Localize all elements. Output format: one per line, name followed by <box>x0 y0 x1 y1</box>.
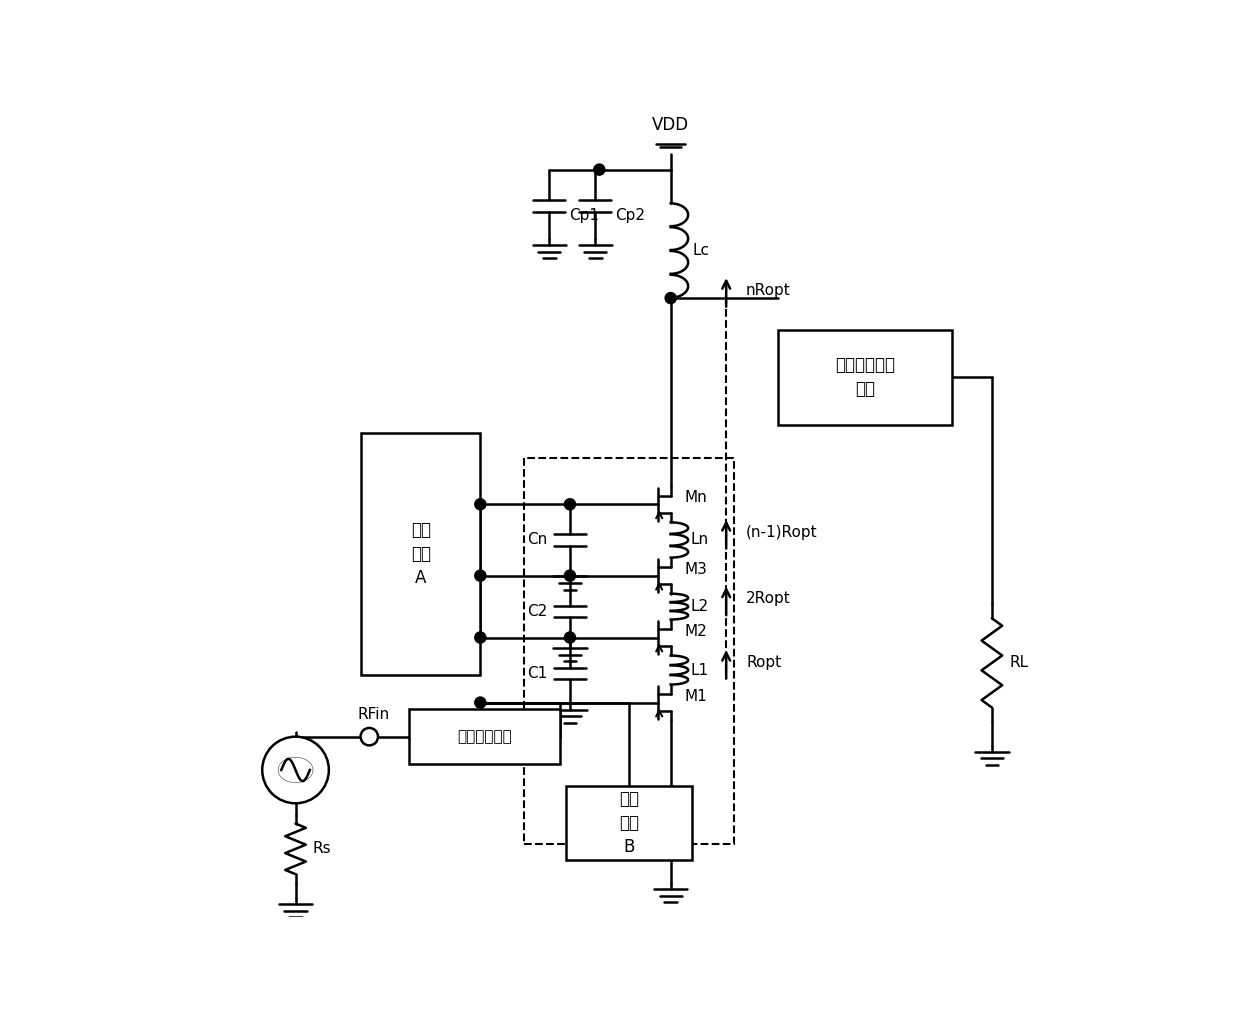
Circle shape <box>475 697 486 708</box>
Circle shape <box>565 632 575 643</box>
Text: 电路: 电路 <box>620 814 639 831</box>
Text: nRopt: nRopt <box>746 283 790 298</box>
Text: L1: L1 <box>690 662 709 678</box>
Circle shape <box>475 571 486 581</box>
Circle shape <box>565 499 575 510</box>
Text: VDD: VDD <box>652 116 689 134</box>
Text: Rs: Rs <box>313 842 332 856</box>
Bar <box>524 458 735 844</box>
Text: C1: C1 <box>528 665 548 681</box>
Text: Cn: Cn <box>528 533 548 548</box>
Text: Cp2: Cp2 <box>615 208 646 224</box>
Text: 输入匹配电路: 输入匹配电路 <box>457 729 512 744</box>
Bar <box>409 709 560 764</box>
Text: RFin: RFin <box>357 707 389 722</box>
Text: C2: C2 <box>528 604 548 619</box>
Text: Mn: Mn <box>685 490 707 506</box>
Text: 电路: 电路 <box>855 380 875 399</box>
Circle shape <box>475 632 486 643</box>
Text: 输出宽带匹配: 输出宽带匹配 <box>835 356 895 375</box>
Text: RL: RL <box>1010 655 1028 671</box>
Circle shape <box>361 728 378 746</box>
Text: L2: L2 <box>690 599 709 614</box>
Text: B: B <box>623 837 634 856</box>
Text: (n-1)Ropt: (n-1)Ropt <box>746 525 818 540</box>
Text: Lc: Lc <box>693 243 710 258</box>
Text: 偏置: 偏置 <box>411 521 431 539</box>
Text: A: A <box>415 569 426 587</box>
Text: Cp1: Cp1 <box>569 208 600 224</box>
Circle shape <box>665 293 676 304</box>
Text: M2: M2 <box>685 624 707 639</box>
Bar <box>778 330 953 425</box>
Bar <box>362 433 481 675</box>
Text: 电路: 电路 <box>411 545 431 562</box>
Circle shape <box>263 736 328 803</box>
Text: Ln: Ln <box>690 533 709 548</box>
Text: M3: M3 <box>685 561 707 577</box>
Text: 偏置: 偏置 <box>620 790 639 808</box>
Circle shape <box>475 499 486 510</box>
Circle shape <box>565 571 575 581</box>
Circle shape <box>593 164 605 175</box>
Text: Ropt: Ropt <box>746 655 781 670</box>
Text: M1: M1 <box>685 689 707 703</box>
Bar <box>565 786 693 860</box>
Text: 2Ropt: 2Ropt <box>746 591 790 607</box>
